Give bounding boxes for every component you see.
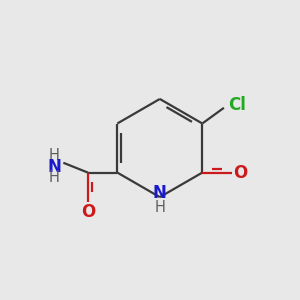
Text: H: H (49, 170, 60, 185)
Text: O: O (233, 164, 248, 181)
Text: Cl: Cl (228, 96, 246, 114)
Text: N: N (153, 184, 167, 202)
Text: N: N (48, 158, 62, 176)
Text: H: H (49, 148, 60, 164)
Text: O: O (81, 203, 95, 221)
Text: H: H (154, 200, 165, 215)
